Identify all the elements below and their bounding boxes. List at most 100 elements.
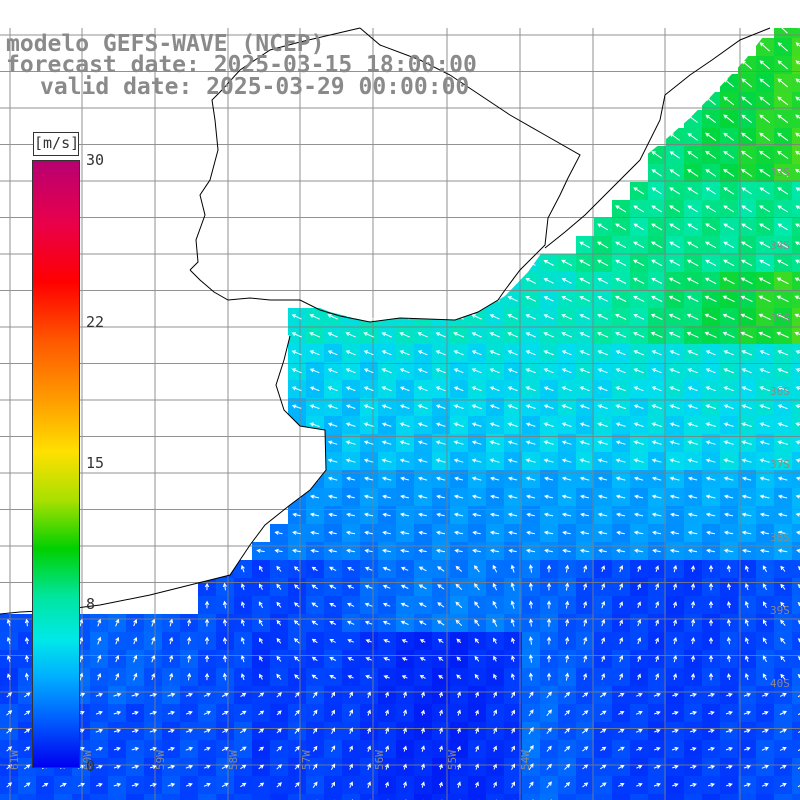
wind-arrow <box>726 583 732 590</box>
wind-arrow <box>438 727 443 734</box>
wind-arrow <box>528 636 533 645</box>
wind-arrow <box>564 745 571 752</box>
wind-arrow <box>258 782 265 788</box>
wind-arrow <box>690 673 696 680</box>
wind-arrow <box>689 782 698 787</box>
wind-arrow <box>597 296 608 302</box>
wind-speed-cell <box>792 56 800 74</box>
wind-arrow <box>741 422 752 427</box>
colorbar-scale <box>32 160 80 768</box>
wind-arrow <box>705 422 716 427</box>
wind-arrow <box>366 727 371 734</box>
wind-arrow <box>579 350 590 356</box>
wind-speed-cell <box>792 272 800 290</box>
wind-arrow <box>763 601 767 609</box>
wind-arrow <box>471 404 482 410</box>
longitude-label: 56W <box>373 750 386 770</box>
wind-arrow <box>222 654 228 663</box>
wind-arrow <box>473 565 480 573</box>
wind-arrow <box>708 710 715 716</box>
wind-arrow <box>564 763 571 770</box>
wind-arrow <box>562 530 571 535</box>
wind-arrow <box>528 564 533 573</box>
wind-arrow <box>779 692 787 697</box>
wind-arrow <box>794 295 800 300</box>
wind-arrow <box>561 494 572 499</box>
wind-arrow <box>256 548 265 553</box>
wind-arrow <box>654 637 659 644</box>
wind-speed-cell <box>396 794 414 800</box>
wind-arrow <box>292 530 301 535</box>
wind-arrow <box>59 782 67 787</box>
wind-arrow <box>759 458 770 463</box>
wind-arrow <box>669 494 680 499</box>
wind-arrow <box>525 494 536 499</box>
wind-arrow <box>670 512 680 517</box>
wind-arrow <box>345 404 356 409</box>
wind-arrow <box>632 277 645 285</box>
wind-arrow <box>615 205 627 213</box>
wind-arrow <box>687 205 698 213</box>
wind-arrow <box>363 314 375 320</box>
wind-arrow <box>309 314 320 320</box>
wind-arrow <box>777 368 788 374</box>
wind-arrow <box>149 728 158 733</box>
colorbar-unit: [m/s] <box>33 132 79 156</box>
wind-arrow <box>687 512 698 517</box>
wind-arrow <box>723 368 734 374</box>
wind-arrow <box>328 566 337 572</box>
wind-arrow <box>687 548 698 553</box>
wind-arrow <box>293 638 300 644</box>
wind-arrow <box>761 692 769 697</box>
wind-arrow <box>707 782 716 787</box>
wind-arrow <box>669 548 680 553</box>
wind-arrow <box>221 692 229 697</box>
wind-arrow <box>331 727 335 734</box>
wind-arrow <box>525 458 536 463</box>
wind-arrow <box>797 713 800 716</box>
wind-arrow <box>690 565 696 572</box>
wind-arrow <box>363 476 374 481</box>
wind-arrow <box>740 259 753 267</box>
wind-arrow <box>489 422 500 427</box>
wind-speed-cell <box>612 794 630 800</box>
wind-arrow <box>741 458 752 463</box>
wind-speed-cell <box>792 92 800 110</box>
wind-arrow <box>222 564 228 573</box>
wind-arrow <box>740 241 753 249</box>
wind-arrow <box>633 205 645 213</box>
wind-arrow <box>615 386 626 392</box>
wind-arrow <box>763 619 767 626</box>
wind-arrow <box>346 494 355 499</box>
wind-arrow <box>381 332 392 338</box>
wind-arrow <box>597 404 608 410</box>
wind-arrow <box>632 332 645 338</box>
wind-arrow <box>776 331 789 338</box>
wind-arrow <box>24 672 29 681</box>
wind-arrow <box>633 295 645 302</box>
wind-arrow <box>723 458 734 463</box>
wind-arrow <box>187 618 192 627</box>
wind-arrow <box>686 331 699 338</box>
wind-arrow <box>633 512 644 517</box>
wind-arrow <box>704 313 717 321</box>
wind-arrow <box>420 691 425 698</box>
wind-arrow <box>726 618 731 627</box>
wind-arrow <box>291 404 302 409</box>
wind-arrow <box>293 620 300 626</box>
wind-arrow <box>561 512 572 517</box>
wind-arrow <box>687 169 699 177</box>
wind-arrow <box>364 530 373 535</box>
wind-speed-cell <box>792 254 800 272</box>
wind-arrow <box>759 404 770 410</box>
wind-arrow <box>489 386 500 392</box>
wind-arrow <box>651 368 662 374</box>
wind-arrow <box>723 259 735 267</box>
wind-arrow <box>708 728 715 734</box>
wind-arrow <box>113 782 122 787</box>
wind-arrow <box>489 332 500 338</box>
wind-arrow <box>743 728 751 733</box>
wind-arrow <box>169 636 174 645</box>
wind-arrow <box>546 636 552 645</box>
wind-speed-cell <box>144 794 162 800</box>
